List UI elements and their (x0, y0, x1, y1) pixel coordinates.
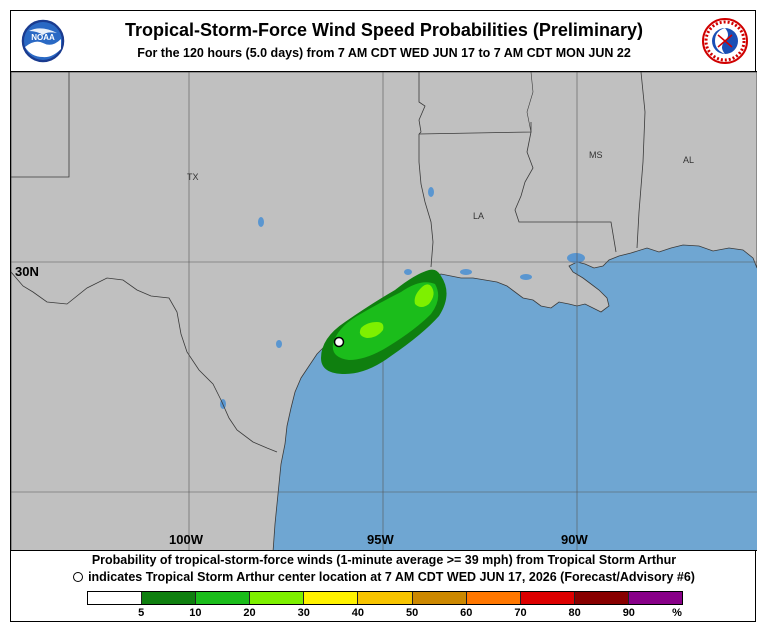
swath-20-percent (359, 322, 384, 338)
header: NOAA Tropical-Storm-Force Wind Speed Pro… (11, 11, 757, 71)
legend-label: 80 (568, 607, 581, 619)
legend-swatch (520, 592, 575, 604)
storm-center-legend-icon (73, 571, 84, 582)
legend-label: % (672, 607, 682, 619)
probability-swath (321, 269, 447, 374)
state-label-al: AL (683, 155, 694, 165)
lon-label-100w: 100W (169, 532, 204, 547)
lake (520, 274, 532, 280)
noaa-logo: NOAA (19, 17, 67, 65)
lake (276, 340, 282, 348)
lon-label-90w: 90W (561, 532, 588, 547)
map-subtitle: For the 120 hours (5.0 days) from 7 AM C… (137, 46, 631, 60)
legend-swatch (142, 592, 197, 604)
state-label-ms: MS (589, 150, 603, 160)
legend-label: 50 (405, 607, 419, 619)
lake (428, 187, 434, 197)
probability-legend-labels: 5 10 20 30 40 50 60 70 80 90% (87, 607, 683, 621)
map-area: TX LA MS AL 30N 100W 95W 90W (11, 71, 757, 551)
svg-text:NOAA: NOAA (31, 33, 55, 42)
legend-label: 60 (460, 607, 473, 619)
caption-center-location: indicates Tropical Storm Arthur center l… (11, 570, 757, 584)
legend-swatch (358, 592, 413, 604)
state-label-tx: TX (187, 172, 199, 182)
legend-swatch (466, 592, 521, 604)
map-frame: NOAA Tropical-Storm-Force Wind Speed Pro… (10, 10, 757, 622)
legend-swatch (412, 592, 467, 604)
map-canvas: TX LA MS AL 30N 100W 95W 90W (11, 72, 757, 550)
lake (460, 269, 472, 275)
legend-swatch (196, 592, 251, 604)
lon-label-95w: 95W (367, 532, 394, 547)
swath-20-percent-north (414, 284, 434, 307)
legend-label: 30 (297, 607, 310, 619)
state-label-la: LA (473, 211, 484, 221)
caption-center-text: indicates Tropical Storm Arthur center l… (88, 570, 695, 584)
swath-10-percent (332, 282, 439, 360)
legend-label: 70 (514, 607, 527, 619)
legend-label: 40 (351, 607, 365, 619)
lat-lon-grid (11, 72, 757, 550)
probability-color-legend (87, 591, 683, 605)
legend-label: 5 (138, 607, 145, 619)
nws-logo (701, 17, 749, 65)
land-mass (11, 72, 757, 550)
legend-swatch (304, 592, 359, 604)
map-title: Tropical-Storm-Force Wind Speed Probabil… (125, 20, 643, 40)
mississippi-river (526, 72, 534, 133)
lake-pontchartrain (567, 253, 585, 263)
legend-label: 10 (189, 607, 202, 619)
lat-label-30n: 30N (15, 264, 39, 279)
lake (404, 269, 412, 275)
caption-probability: Probability of tropical-storm-force wind… (91, 553, 677, 567)
legend-swatch (628, 592, 683, 604)
storm-center-marker (333, 336, 345, 348)
legend-swatch (574, 592, 629, 604)
legend-label: 90 (622, 607, 635, 619)
lake (258, 217, 264, 227)
legend-label: 20 (243, 607, 256, 619)
legend-swatch (88, 592, 143, 604)
legend-swatch (250, 592, 305, 604)
